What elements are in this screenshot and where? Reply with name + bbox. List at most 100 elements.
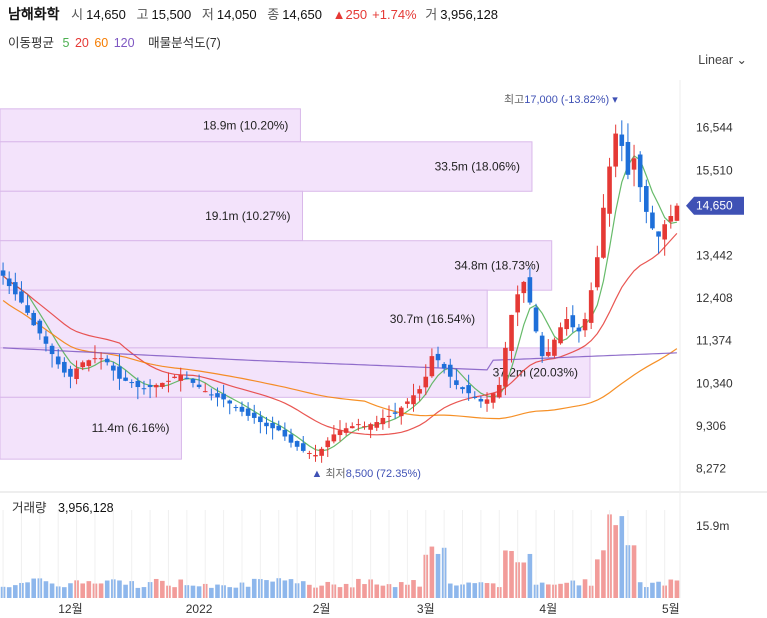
volume-bar: [233, 587, 239, 598]
volume-bar: [594, 559, 600, 598]
candle-body: [625, 141, 631, 175]
candle-body: [441, 363, 447, 369]
candle-body: [533, 307, 539, 332]
scale-selector[interactable]: Linear ⌄: [698, 52, 747, 67]
volume-bar: [141, 587, 147, 598]
candle-body: [386, 415, 392, 417]
candle-body: [368, 424, 373, 430]
volume-axis-label: 15.9m: [696, 519, 729, 533]
last-price-tag: [686, 196, 744, 215]
y-tick-label: 11,374: [696, 334, 732, 348]
change-percent: +1.74%: [372, 7, 417, 22]
volume-label: 거: [425, 7, 438, 22]
candle-body: [545, 352, 551, 356]
volume-profile-label: 18.9m (10.20%): [203, 118, 288, 132]
candle-body: [62, 361, 67, 373]
candle-body: [392, 412, 398, 414]
candle-body: [588, 290, 594, 323]
candle-body: [227, 400, 233, 404]
candle-body: [276, 425, 282, 431]
stock-name: 남해화학: [8, 6, 60, 22]
candle-body: [6, 278, 12, 287]
x-tick-label: 12월: [58, 602, 82, 616]
volume-bar: [362, 584, 367, 598]
volume-bar: [325, 581, 331, 598]
candle-body: [178, 374, 184, 381]
high-label: 고: [136, 7, 149, 22]
candle-body: [423, 376, 429, 388]
candle-body: [447, 364, 453, 377]
candle-body: [460, 387, 465, 390]
ma5-line: [2, 154, 678, 452]
candle-body: [405, 401, 410, 404]
moving-average-legend[interactable]: 이동평균 5 20 60 120 매물분석도(7): [8, 34, 226, 52]
volume-bar: [472, 583, 478, 598]
volume-bar: [343, 583, 349, 598]
x-tick-label: 3월: [417, 602, 435, 616]
candle-body: [582, 319, 588, 331]
candle-body: [13, 282, 18, 295]
volume-bar: [215, 584, 220, 598]
volume-bar: [43, 581, 49, 598]
volume-bar: [6, 587, 12, 598]
candle-body: [503, 347, 508, 387]
candle-body: [668, 216, 674, 222]
volume-bar: [288, 579, 294, 598]
candle-body: [147, 384, 153, 388]
candle-body: [521, 281, 527, 294]
candle-body: [594, 257, 600, 288]
volume-bar: [674, 580, 680, 598]
high-value: 15,500: [151, 7, 192, 22]
candle-body: [570, 315, 576, 328]
volume-bar: [178, 579, 184, 598]
ma-20[interactable]: 20: [74, 36, 89, 50]
candle-body: [398, 407, 404, 417]
candle-body: [362, 426, 367, 428]
volume-bar: [576, 585, 582, 598]
candle-body: [80, 362, 86, 368]
ma-5[interactable]: 5: [62, 36, 70, 50]
volume-bar: [484, 583, 490, 598]
candle-body: [49, 345, 55, 355]
candle-body: [331, 434, 337, 442]
change-value: ▲250: [332, 7, 368, 22]
candle-body: [490, 393, 496, 403]
volume-bar: [62, 587, 67, 598]
volume-profile-label: 19.1m (10.27%): [205, 209, 290, 223]
volume-title: 거래량: [12, 501, 47, 515]
candle-body: [435, 353, 441, 361]
candle-body: [674, 205, 680, 221]
candle-body: [172, 376, 177, 379]
candle-body: [221, 393, 226, 400]
volume-bar: [539, 582, 545, 598]
volume-bar: [86, 581, 92, 598]
volume-bar: [582, 579, 588, 598]
ma120-line: [3, 347, 677, 371]
volume-bar: [319, 585, 324, 598]
volume-profile-bar: [0, 396, 182, 460]
chevron-down-icon: ⌄: [736, 53, 747, 67]
candle-body: [300, 443, 306, 451]
ma-120[interactable]: 120: [113, 36, 135, 50]
candle-body: [153, 384, 159, 388]
volume-bar: [49, 583, 55, 598]
candle-body: [141, 388, 147, 390]
volume-bar: [153, 578, 159, 598]
volume-bar: [209, 587, 214, 598]
candle-body: [245, 408, 251, 416]
ma-60[interactable]: 60: [94, 36, 109, 50]
candle-body: [166, 380, 171, 382]
candle-body: [117, 366, 122, 379]
volume-bar: [637, 582, 643, 598]
volume-bar: [613, 525, 618, 598]
candle-body: [264, 422, 269, 427]
volume-bar: [435, 553, 441, 598]
volume-profile-toggle[interactable]: 매물분석도(7): [148, 36, 221, 50]
volume-profile-label: 11.4m (6.16%): [92, 421, 170, 435]
volume-bar: [227, 587, 233, 598]
candle-body: [68, 368, 73, 377]
volume-bar: [417, 586, 422, 598]
volume-profile-label: 33.5m (18.06%): [435, 160, 520, 174]
candle-body: [662, 224, 667, 240]
